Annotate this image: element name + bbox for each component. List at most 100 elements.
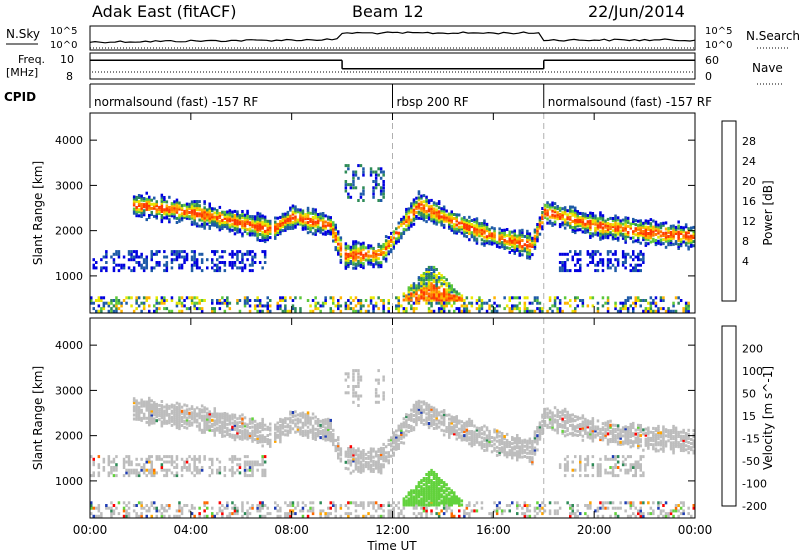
power-cell: [130, 256, 133, 259]
power-cell: [556, 307, 559, 310]
power-cell: [367, 250, 370, 253]
power-cell: [635, 219, 638, 222]
velocity-cell: [413, 418, 416, 421]
velocity-cell: [264, 424, 267, 427]
velocity-cell: [259, 504, 262, 507]
power-cell: [652, 310, 655, 313]
velocity-cell: [347, 385, 350, 388]
power-cell: [367, 254, 370, 257]
power-cell: [622, 302, 625, 305]
power-cell: [435, 268, 438, 271]
power-cell: [105, 269, 108, 272]
velocity-cell: [312, 417, 315, 420]
colorbar-tick-label: 28: [742, 135, 756, 148]
power-cell: [183, 210, 186, 213]
velocity-cell: [138, 471, 141, 474]
power-cell: [592, 261, 595, 264]
power-cell: [662, 232, 665, 235]
velocity-cell: [430, 504, 433, 507]
power-cell: [655, 296, 658, 299]
power-cell: [98, 304, 101, 307]
power-cell: [269, 220, 272, 223]
power-cell: [135, 250, 138, 253]
power-cell: [314, 229, 317, 232]
power-cell: [448, 302, 451, 305]
power-cell: [259, 310, 262, 313]
power-cell: [224, 269, 227, 272]
velocity-cell: [219, 413, 222, 416]
velocity-cell: [405, 419, 408, 422]
velocity-cell: [239, 435, 242, 438]
power-cell: [632, 307, 635, 310]
power-cell: [163, 302, 166, 305]
power-cell: [191, 269, 194, 272]
power-cell: [105, 302, 108, 305]
power-cell: [337, 236, 340, 239]
velocity-cell: [98, 507, 101, 510]
power-cell: [440, 310, 443, 313]
power-cell: [413, 198, 416, 201]
power-cell: [582, 299, 585, 302]
velocity-cell: [413, 507, 416, 510]
power-cell: [229, 264, 232, 267]
velocity-cell: [198, 469, 201, 472]
velocity-cell: [367, 504, 370, 507]
velocity-cell: [264, 469, 267, 472]
power-cell: [337, 302, 340, 305]
power-cell: [279, 216, 282, 219]
velocity-cell: [382, 395, 385, 398]
power-cell: [524, 247, 527, 250]
power-cell: [607, 250, 610, 253]
velocity-cell: [438, 420, 441, 423]
velocity-cell: [201, 429, 204, 432]
power-cell: [619, 307, 622, 310]
velocity-cell: [251, 471, 254, 474]
power-cell: [395, 307, 398, 310]
power-cell: [254, 307, 257, 310]
velocity-cell: [284, 433, 287, 436]
power-cell: [183, 256, 186, 259]
power-cell: [224, 302, 227, 305]
velocity-cell: [274, 507, 277, 510]
power-cell: [622, 250, 625, 253]
velocity-cell: [135, 515, 138, 518]
velocity-cell: [183, 504, 186, 507]
power-cell: [277, 307, 280, 310]
power-cell: [370, 167, 373, 170]
power-cell: [486, 235, 489, 238]
power-cell: [433, 207, 436, 210]
velocity-cell: [256, 507, 259, 510]
power-cell: [529, 249, 532, 252]
power-cell: [133, 266, 136, 269]
power-cell: [516, 235, 519, 238]
power-cell: [163, 196, 166, 199]
velocity-cell: [319, 430, 322, 433]
power-cell: [415, 197, 418, 200]
velocity-cell: [355, 504, 358, 507]
velocity-cell: [125, 504, 128, 507]
power-cell: [239, 228, 242, 231]
velocity-cell: [251, 426, 254, 429]
power-cell: [521, 245, 524, 248]
power-cell: [246, 253, 249, 256]
power-cell: [488, 240, 491, 243]
power-cell: [604, 220, 607, 223]
velocity-cell: [123, 507, 126, 510]
power-cell: [483, 219, 486, 222]
velocity-cell: [425, 412, 428, 415]
power-cell: [203, 299, 206, 302]
power-cell: [219, 261, 222, 264]
power-cell: [105, 266, 108, 269]
velocity-cell: [330, 507, 333, 510]
velocity-cell: [375, 401, 378, 404]
velocity-cell: [95, 515, 98, 518]
velocity-cell: [186, 461, 189, 464]
power-cell: [546, 218, 549, 221]
power-cell: [181, 304, 184, 307]
power-cell: [443, 302, 446, 305]
power-cell: [498, 304, 501, 307]
velocity-cell: [211, 463, 214, 466]
power-cell: [264, 216, 267, 219]
velocity-cell: [445, 493, 448, 496]
power-cell: [382, 251, 385, 254]
